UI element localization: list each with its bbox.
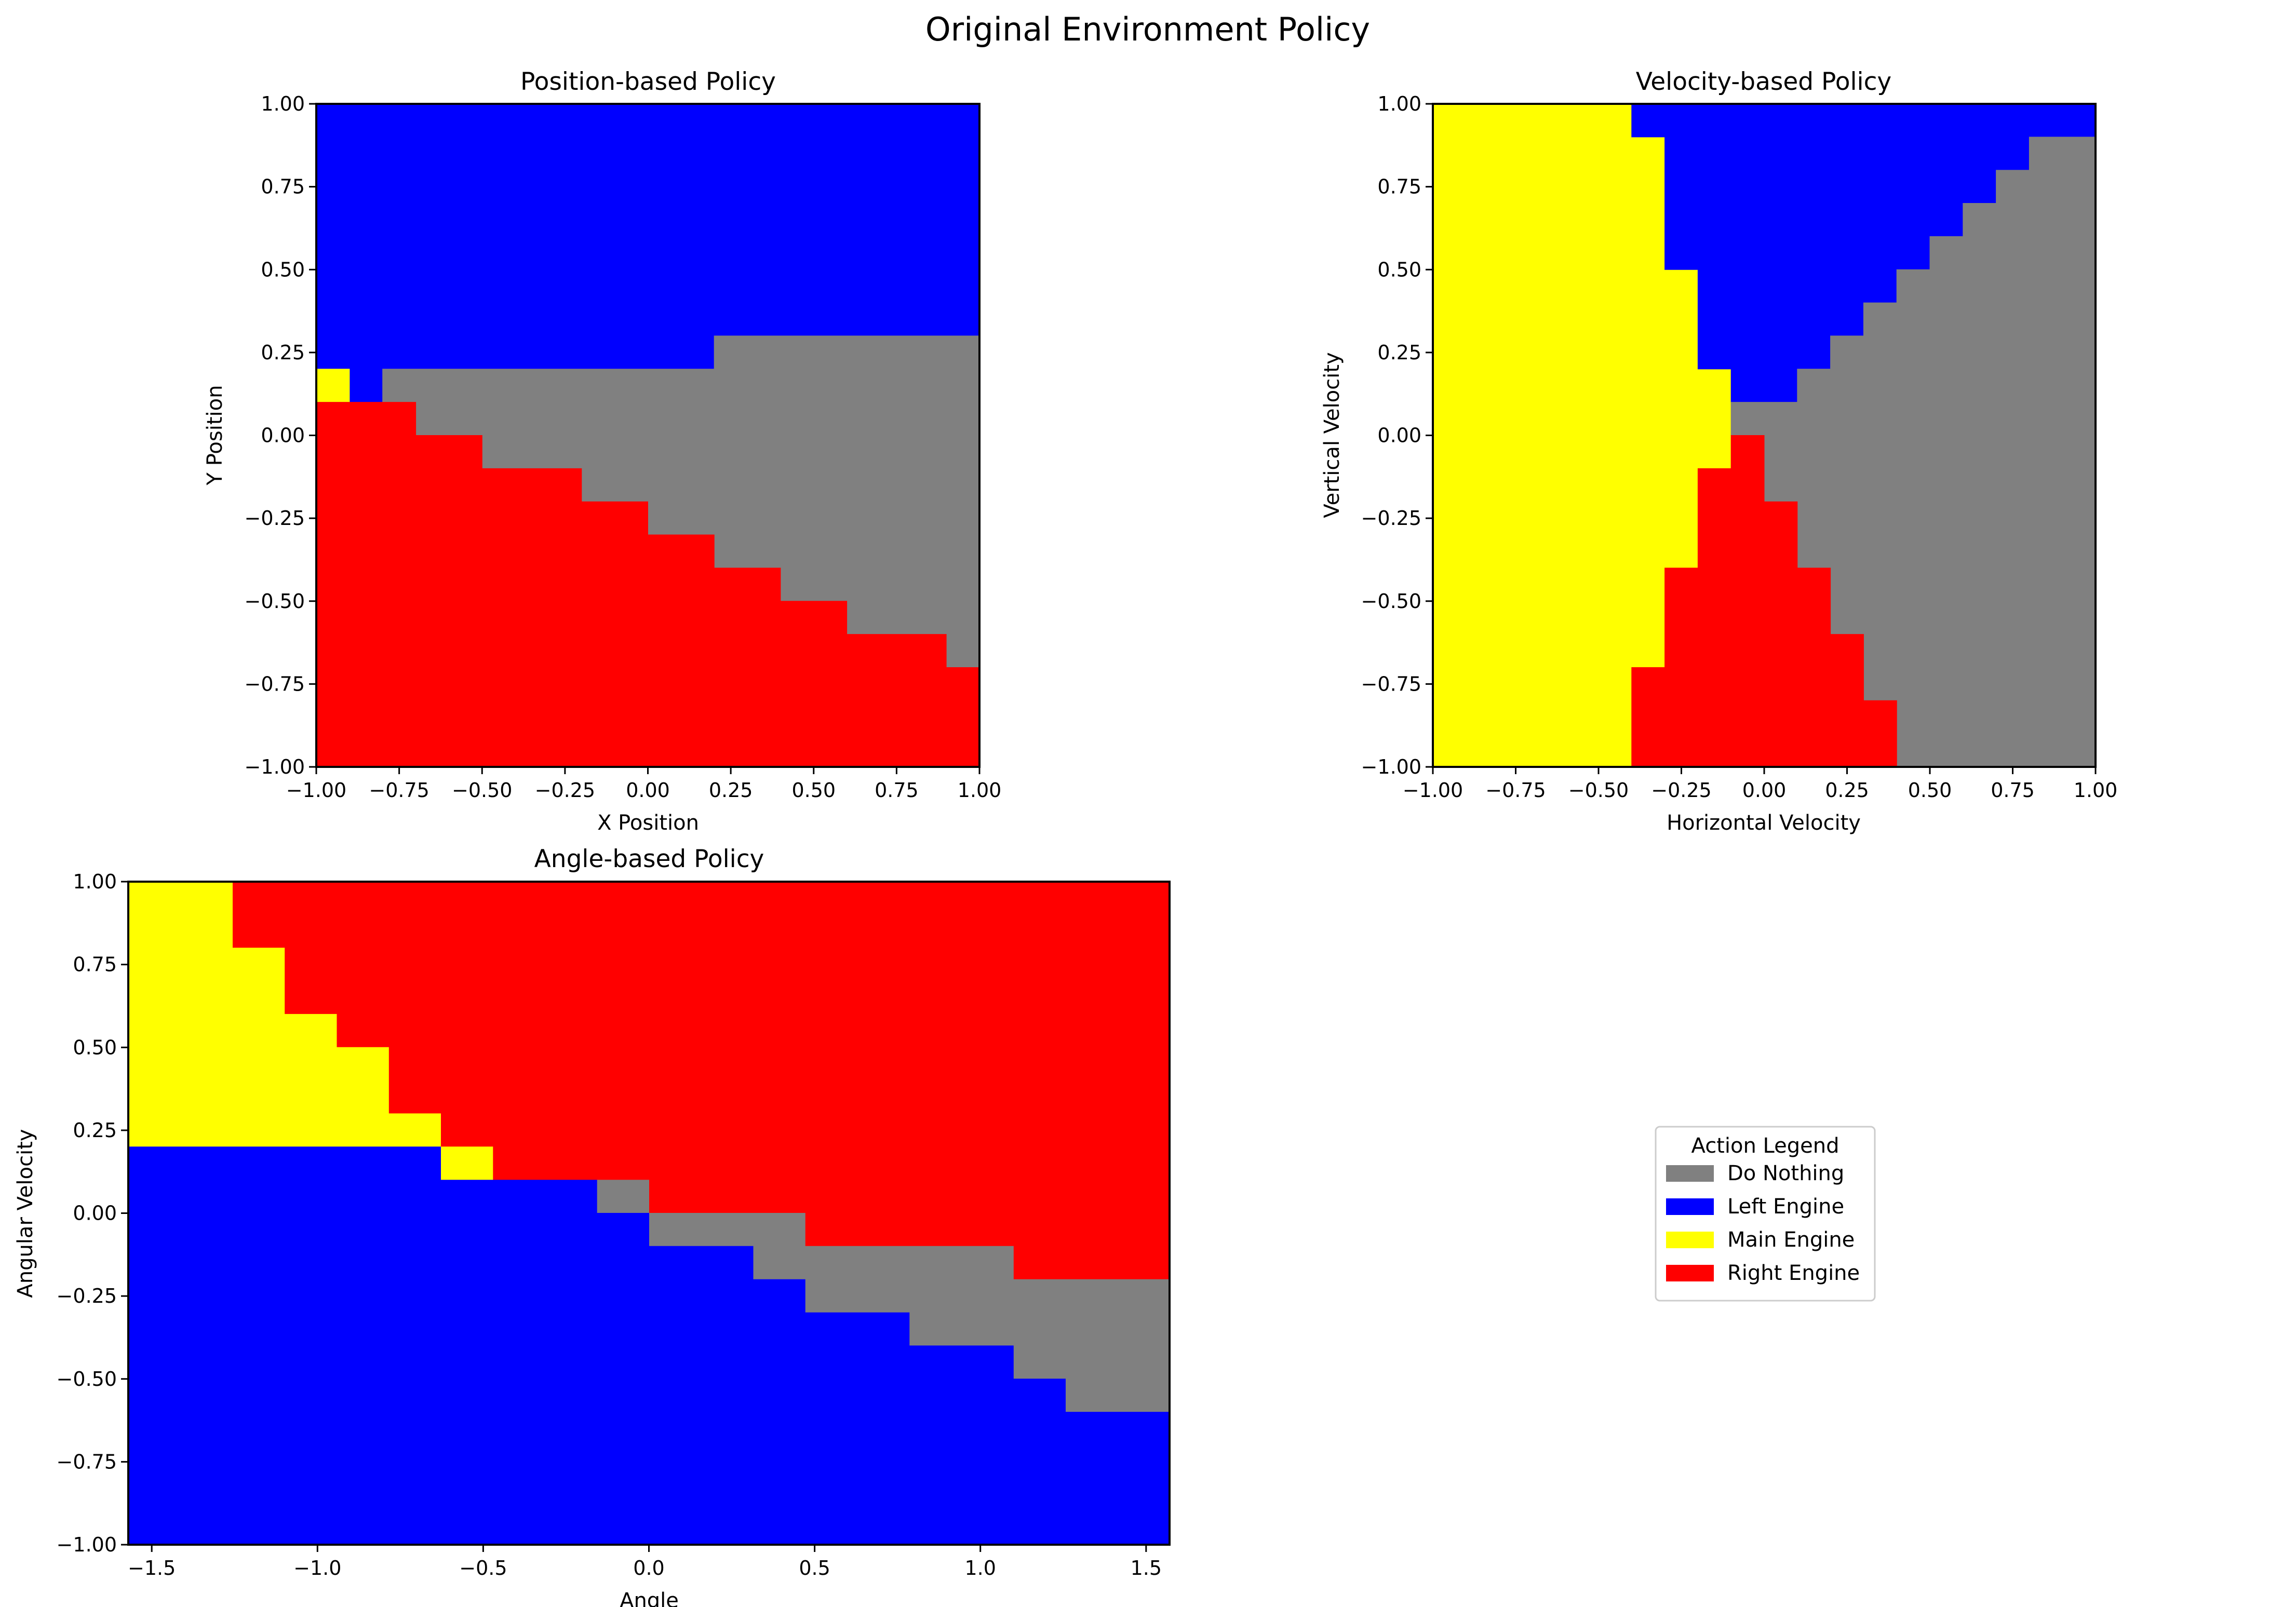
velocity-policy-ytick-label: 0.50 xyxy=(1377,258,1421,281)
velocity-policy-panel: Velocity-based Policy −1.00 −0.75 −0.50 −0.… xyxy=(1320,67,2117,835)
angle-policy-region-2 xyxy=(440,1146,493,1181)
velocity-policy-xtick-label: −0.25 xyxy=(1651,779,1711,802)
velocity-policy-ylabel: Vertical Velocity xyxy=(1320,352,1344,518)
position-policy-xticks: −1.00 −0.75 −0.50 −0.25 0.00 0.25 0.50 0.75 1.00 xyxy=(286,767,1002,802)
position-policy-xtick-label: 1.00 xyxy=(958,779,1002,802)
position-policy-xtick-label: −0.75 xyxy=(369,779,429,802)
figure-suptitle: Original Environment Policy xyxy=(925,10,1370,48)
angle-policy-ytick-label: 0.25 xyxy=(73,1119,117,1142)
velocity-policy-ytick-label: 1.00 xyxy=(1377,92,1421,115)
velocity-policy-xtick-label: −1.00 xyxy=(1403,779,1463,802)
position-policy-ytick-label: −0.75 xyxy=(245,672,305,695)
angle-policy-regions xyxy=(128,881,1170,1545)
position-policy-region-1 xyxy=(349,369,383,403)
legend-swatch xyxy=(1666,1198,1714,1215)
position-policy-yticks: −1.00 −0.75 −0.50 −0.25 0.00 0.25 0.50 0.75 1.00 xyxy=(245,92,316,778)
velocity-policy-xtick-label: 0.50 xyxy=(1908,779,1952,802)
angle-policy-xtick-label: −0.5 xyxy=(459,1557,507,1579)
angle-policy-xticks: −1.5 −1.0 −0.5 0.0 0.5 1.0 1.5 xyxy=(128,1545,1162,1579)
angle-policy-region-5 xyxy=(128,1146,1170,1545)
position-policy-ytick-label: 0.75 xyxy=(261,175,305,198)
position-policy-region-2 xyxy=(316,369,350,403)
angle-policy-title: Angle-based Policy xyxy=(534,845,764,873)
legend-label: Left Engine xyxy=(1727,1195,1844,1219)
velocity-policy-xlabel: Horizontal Velocity xyxy=(1667,811,1861,835)
velocity-policy-xtick-label: 1.00 xyxy=(2074,779,2118,802)
position-policy-xtick-label: −0.25 xyxy=(535,779,595,802)
position-policy-ytick-label: −1.00 xyxy=(245,755,305,778)
angle-policy-yticks: −1.00 −0.75 −0.50 −0.25 0.00 0.25 0.50 0.75 1.00 xyxy=(57,870,128,1556)
angle-policy-ytick-label: 1.00 xyxy=(73,870,117,893)
velocity-policy-regions xyxy=(1432,103,2096,767)
velocity-policy-ytick-label: 0.75 xyxy=(1377,175,1421,198)
position-policy-title: Position-based Policy xyxy=(520,67,776,96)
velocity-policy-xtick-label: −0.50 xyxy=(1568,779,1629,802)
angle-policy-ytick-label: −0.25 xyxy=(57,1285,117,1307)
position-policy-panel: Position-based Policy −1.00 −0.75 −0.50 −0.… xyxy=(203,67,1001,835)
position-policy-xtick-label: 0.50 xyxy=(791,779,836,802)
angle-policy-ytick-label: 0.50 xyxy=(73,1036,117,1059)
velocity-policy-xtick-label: 0.00 xyxy=(1742,779,1787,802)
angle-policy-xtick-label: −1.0 xyxy=(293,1557,341,1579)
velocity-policy-ytick-label: 0.00 xyxy=(1377,424,1421,447)
position-policy-ytick-label: 1.00 xyxy=(261,92,305,115)
angle-policy-xtick-label: 0.0 xyxy=(633,1557,664,1579)
angle-policy-ytick-label: −0.50 xyxy=(57,1368,117,1390)
velocity-policy-xtick-label: 0.25 xyxy=(1825,779,1869,802)
angle-policy-panel: Angle-based Policy −1.5 −1.0 −0.5 0.0 0.5 1.0… xyxy=(14,845,1171,1607)
angle-policy-xtick-label: 0.5 xyxy=(799,1557,830,1579)
position-policy-xtick-label: −1.00 xyxy=(286,779,346,802)
legend-swatch xyxy=(1666,1232,1714,1248)
position-policy-ytick-label: −0.25 xyxy=(245,507,305,530)
angle-policy-ytick-label: −0.75 xyxy=(57,1450,117,1473)
position-policy-xtick-label: −0.50 xyxy=(452,779,512,802)
position-policy-xtick-label: 0.75 xyxy=(875,779,919,802)
position-policy-ytick-label: 0.00 xyxy=(261,424,305,447)
legend-swatch xyxy=(1666,1265,1714,1281)
velocity-policy-xtick-label: −0.75 xyxy=(1485,779,1546,802)
velocity-policy-yticks: −1.00 −0.75 −0.50 −0.25 0.00 0.25 0.50 0.75 1.00 xyxy=(1361,92,1433,778)
angle-policy-xtick-label: 1.0 xyxy=(964,1557,996,1579)
position-policy-ytick-label: 0.50 xyxy=(261,258,305,281)
position-policy-xlabel: X Position xyxy=(597,811,699,835)
legend-label: Right Engine xyxy=(1727,1261,1860,1285)
legend-label: Do Nothing xyxy=(1727,1162,1844,1185)
angle-policy-xtick-label: −1.5 xyxy=(128,1557,176,1579)
position-policy-ylabel: Y Position xyxy=(203,385,227,486)
velocity-policy-ytick-label: −0.50 xyxy=(1361,590,1421,613)
position-policy-xtick-label: 0.00 xyxy=(626,779,670,802)
velocity-policy-region-3 xyxy=(1631,435,1897,767)
velocity-policy-xtick-label: 0.75 xyxy=(1991,779,2035,802)
position-policy-ytick-label: −0.50 xyxy=(245,590,305,613)
angle-policy-xtick-label: 1.5 xyxy=(1131,1557,1162,1579)
velocity-policy-ytick-label: −0.25 xyxy=(1361,507,1421,530)
legend-swatch xyxy=(1666,1165,1714,1182)
angle-policy-region-3 xyxy=(596,1180,649,1213)
action-legend: Action Legend Do Nothing Left Engine Main … xyxy=(1655,1126,1876,1302)
legend-title: Action Legend xyxy=(1691,1134,1840,1158)
position-policy-region-4 xyxy=(316,402,980,767)
position-policy-regions xyxy=(316,103,980,767)
angle-policy-ytick-label: −1.00 xyxy=(57,1533,117,1556)
legend-entries: Do Nothing Left Engine Main Engine Right En… xyxy=(1666,1162,1860,1285)
position-policy-region-0 xyxy=(316,103,980,370)
angle-policy-xlabel: Angle xyxy=(620,1589,679,1607)
angle-policy-ytick-label: 0.00 xyxy=(73,1202,117,1225)
velocity-policy-ytick-label: −0.75 xyxy=(1361,672,1421,695)
legend-label: Main Engine xyxy=(1727,1228,1855,1252)
velocity-policy-ytick-label: 0.25 xyxy=(1377,341,1421,364)
angle-policy-ytick-label: 0.75 xyxy=(73,953,117,976)
velocity-policy-title: Velocity-based Policy xyxy=(1636,67,1892,96)
velocity-policy-ytick-label: −1.00 xyxy=(1361,755,1421,778)
position-policy-ytick-label: 0.25 xyxy=(261,341,305,364)
position-policy-xtick-label: 0.25 xyxy=(709,779,753,802)
velocity-policy-xticks: −1.00 −0.75 −0.50 −0.25 0.00 0.25 0.50 0.75 1.00 xyxy=(1403,767,2118,802)
angle-policy-ylabel: Angular Velocity xyxy=(14,1129,37,1298)
